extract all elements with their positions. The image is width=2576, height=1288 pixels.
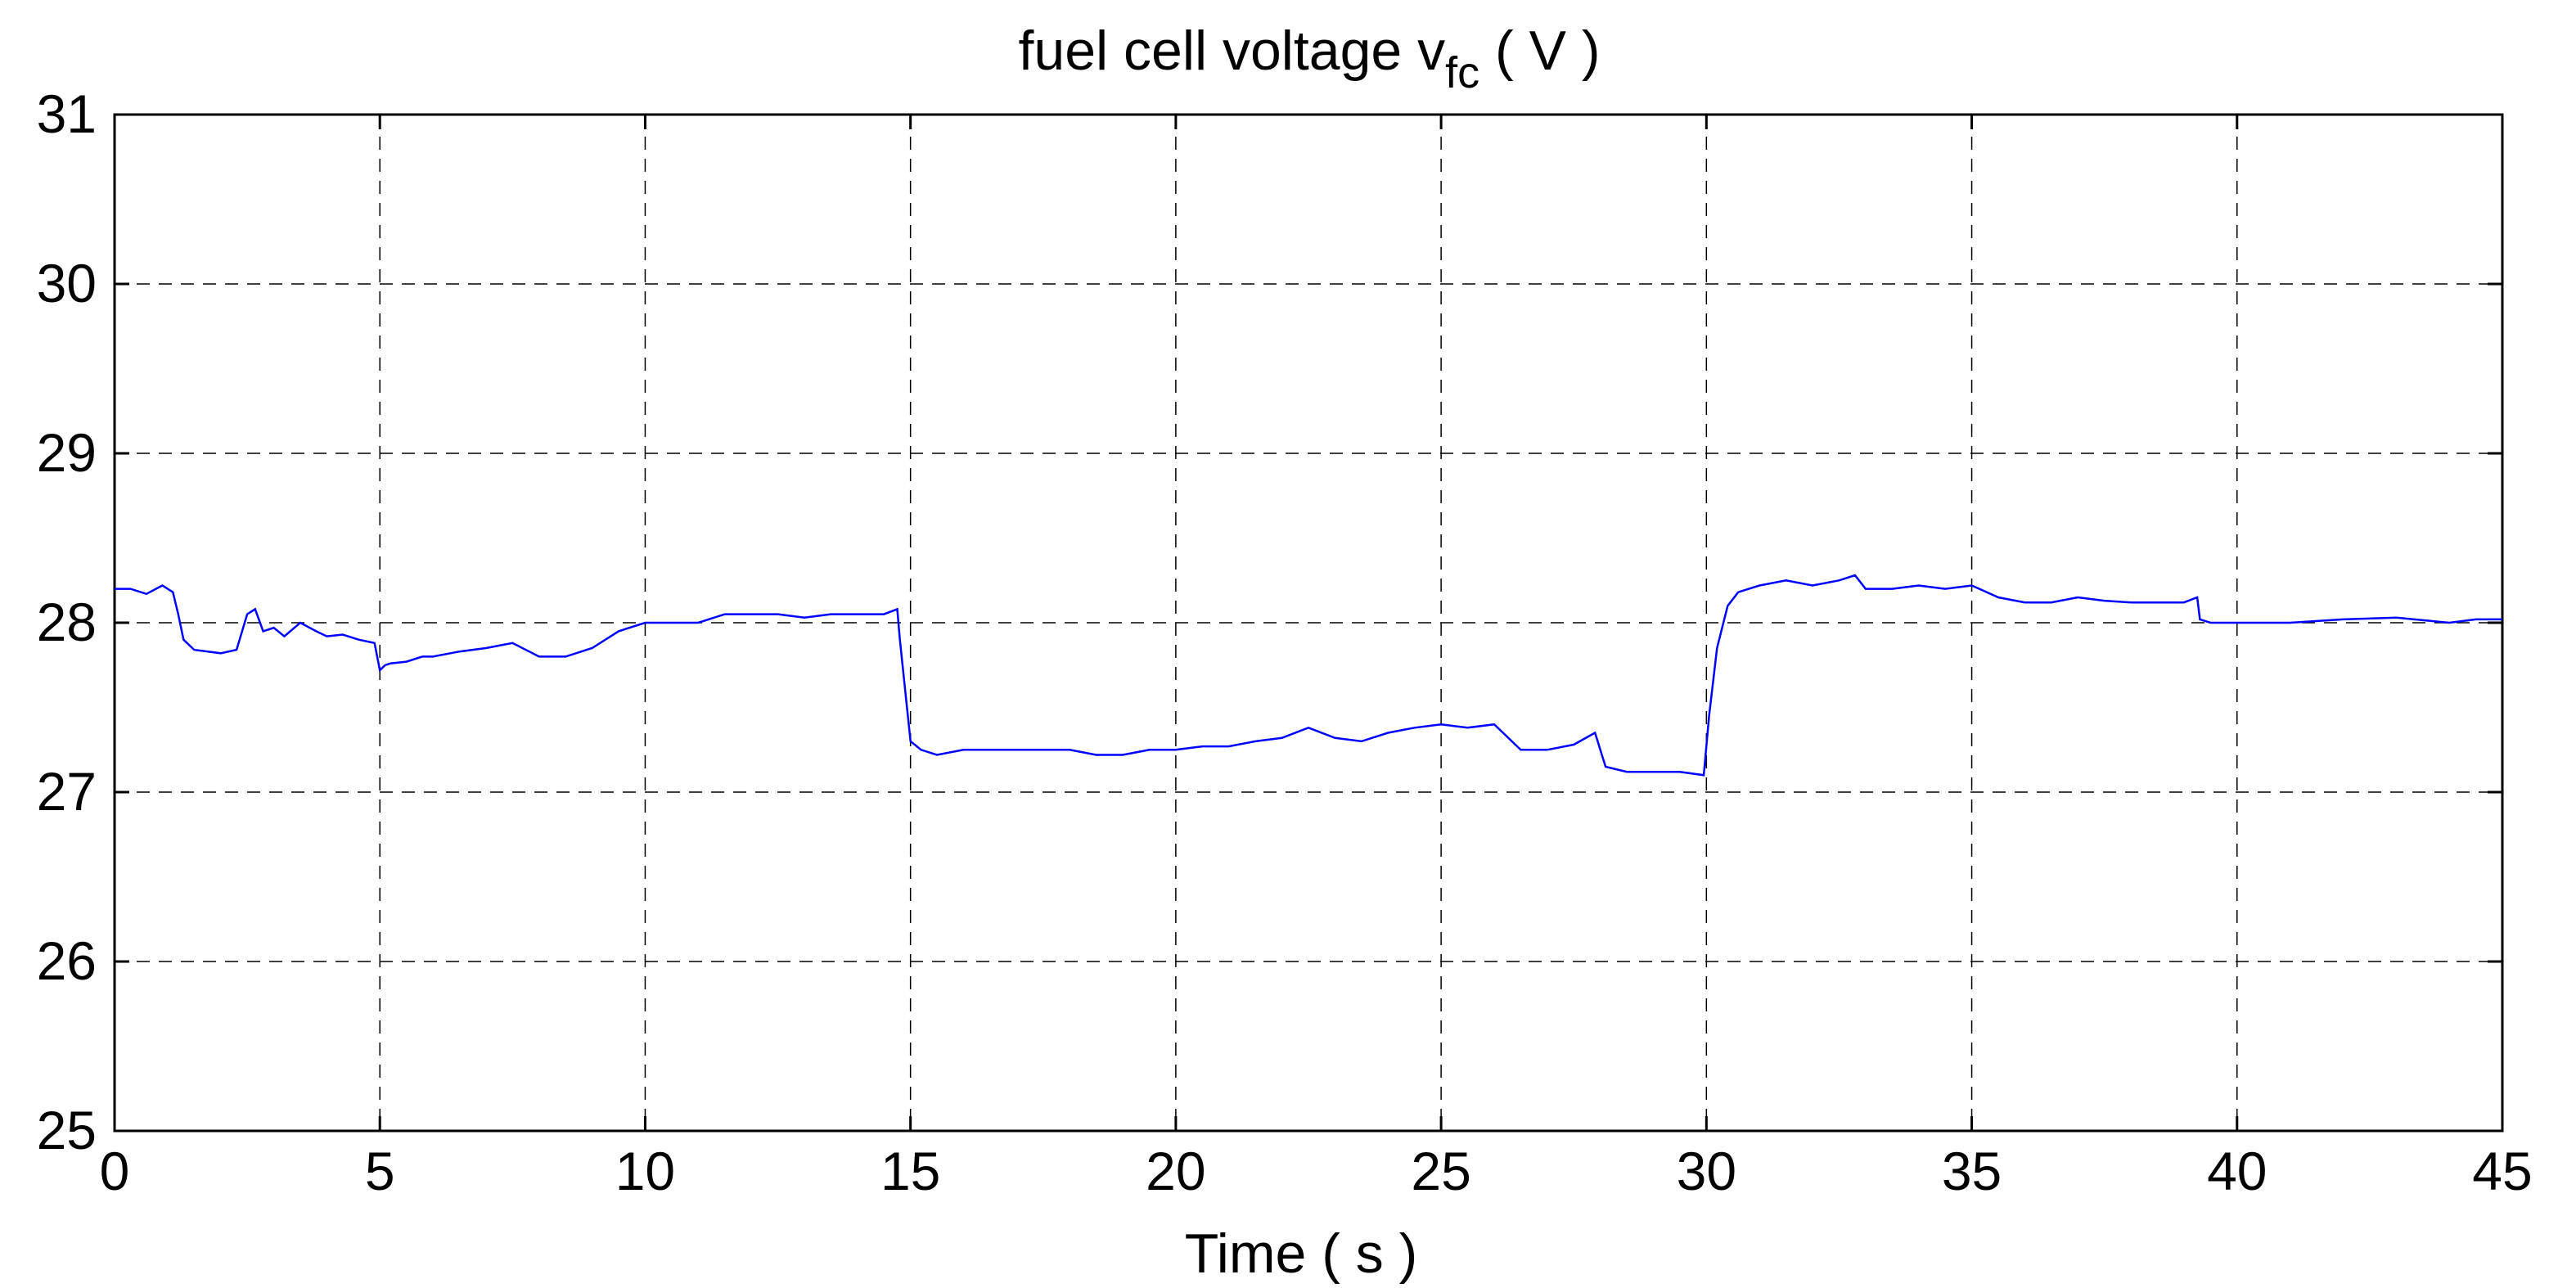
x-tick-label: 45 (2472, 1141, 2532, 1201)
x-tick-label: 10 (615, 1141, 675, 1201)
x-tick-label: 25 (1411, 1141, 1470, 1201)
x-tick-label: 15 (880, 1141, 940, 1201)
x-tick-label: 0 (100, 1141, 130, 1201)
axis-ticks (113, 113, 2504, 1133)
y-tick-label: 27 (37, 761, 97, 822)
chart-title: fuel cell voltage vfc ( V ) (1019, 20, 1601, 97)
y-tick-label: 29 (37, 422, 97, 483)
x-tick-label: 20 (1146, 1141, 1205, 1201)
x-tick-label: 5 (365, 1141, 395, 1201)
y-tick-label: 28 (37, 592, 97, 652)
title-main: fuel cell voltage v (1019, 20, 1446, 82)
x-tick-label: 40 (2207, 1141, 2267, 1201)
series-line-fuel-cell-voltage (115, 574, 2502, 777)
grid-lines (115, 115, 2502, 1131)
y-tick-label: 30 (37, 253, 97, 313)
y-tick-label: 31 (37, 83, 97, 144)
x-tick-label: 30 (1677, 1141, 1736, 1201)
x-tick-label: 35 (1942, 1141, 2002, 1201)
x-axis-label: Time ( s ) (1185, 1223, 1418, 1285)
y-tick-label: 26 (37, 930, 97, 991)
y-tick-label: 25 (37, 1100, 97, 1160)
y-tick-labels: 25 26 27 28 29 30 31 (37, 83, 97, 1160)
x-tick-labels: 0 5 10 15 20 25 30 35 40 45 (100, 1141, 2533, 1201)
title-unit: ( V ) (1479, 20, 1600, 82)
title-subscript: fc (1445, 48, 1479, 97)
